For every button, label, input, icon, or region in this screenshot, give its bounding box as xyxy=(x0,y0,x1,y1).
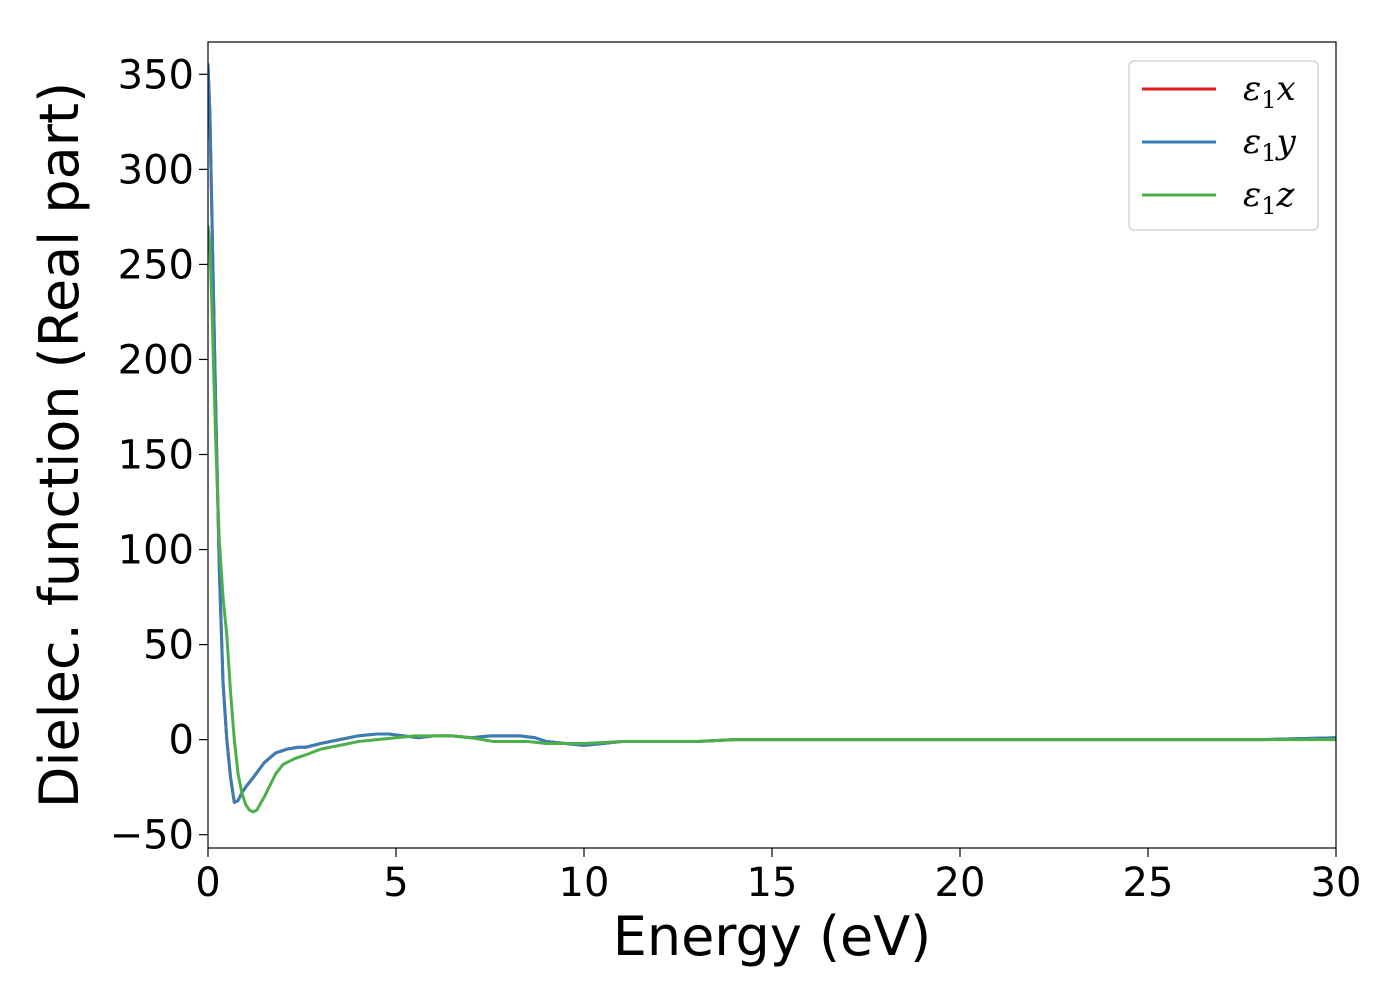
y-tick-label: 250 xyxy=(118,242,194,288)
series-layer xyxy=(208,63,1336,814)
x-tick-label: 20 xyxy=(935,860,986,906)
x-tick-label: 5 xyxy=(383,860,408,906)
x-axis: 0 5 10 15 20 25 30 xyxy=(195,848,1361,906)
legend-label: ε1x xyxy=(1243,69,1296,114)
x-axis-title: Energy (eV) xyxy=(613,905,932,968)
y-tick-label: −50 xyxy=(110,813,194,859)
y-tick-label: 350 xyxy=(118,52,194,98)
legend-item-z: ε1z xyxy=(1142,175,1296,220)
x-tick-label: 30 xyxy=(1311,860,1362,906)
y-axis-title: Dielec. function (Real part) xyxy=(28,82,91,808)
legend-label: ε1y xyxy=(1243,122,1297,167)
x-tick-label: 0 xyxy=(195,860,220,906)
y-tick-label: 100 xyxy=(118,528,194,574)
y-tick-label: 150 xyxy=(118,433,194,479)
legend-item-x: ε1x xyxy=(1142,69,1296,114)
y-tick-label: 200 xyxy=(118,337,194,383)
legend: ε1x ε1y ε1z xyxy=(1128,60,1319,231)
x-tick-label: 15 xyxy=(747,860,798,906)
y-axis: −50 0 50 100 150 200 250 300 350 xyxy=(110,52,208,859)
y-tick-label: 0 xyxy=(169,718,194,764)
y-tick-label: 300 xyxy=(118,147,194,193)
legend-label: ε1z xyxy=(1243,175,1296,220)
legend-item-y: ε1y xyxy=(1142,122,1297,167)
legend-box xyxy=(1128,60,1319,231)
x-tick-label: 10 xyxy=(559,860,610,906)
y-tick-label: 50 xyxy=(143,623,194,669)
series-line-z xyxy=(208,224,1336,814)
x-tick-label: 25 xyxy=(1123,860,1174,906)
